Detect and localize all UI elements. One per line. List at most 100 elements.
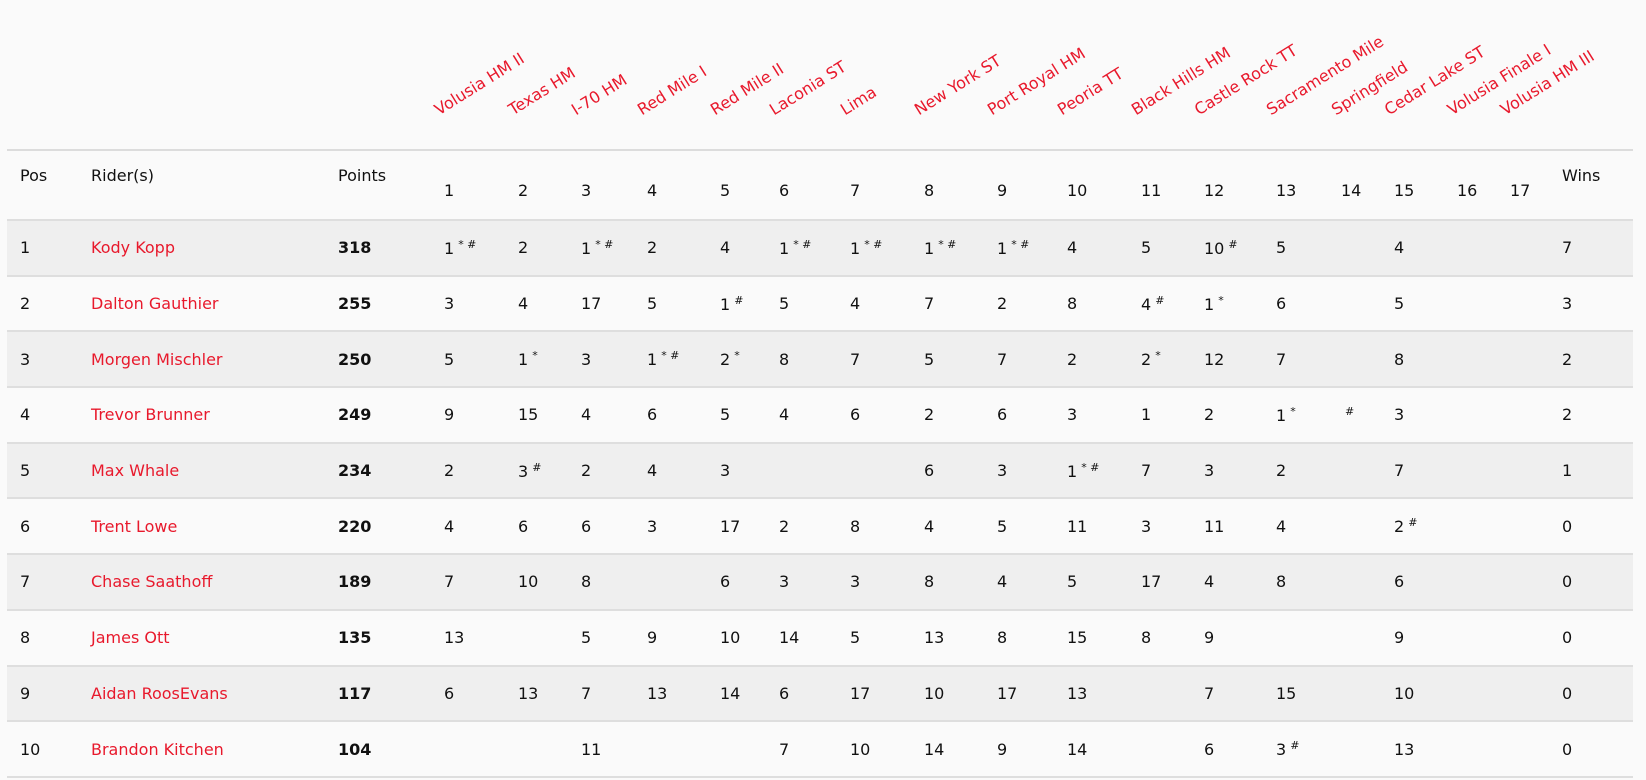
pos-cell: 3 bbox=[20, 349, 31, 369]
result-marks: * # bbox=[458, 237, 477, 251]
finish-position: 6 bbox=[1204, 739, 1215, 759]
header-round: 1 bbox=[444, 181, 455, 200]
result-cell: 2 * bbox=[707, 331, 766, 387]
result-cell bbox=[1328, 276, 1381, 332]
result-cell: 3 bbox=[1054, 387, 1128, 443]
result-cell bbox=[766, 443, 837, 499]
finish-position: 10 bbox=[518, 572, 539, 592]
result-cell: 1 * # bbox=[431, 220, 505, 276]
finish-position: 2 bbox=[518, 238, 529, 258]
result-cell: 5 bbox=[634, 276, 707, 332]
result-cell: 7 bbox=[911, 276, 984, 332]
result-marks: * # bbox=[864, 237, 883, 251]
finish-position: 6 bbox=[720, 572, 731, 592]
result-cell: 6 bbox=[568, 498, 634, 554]
result-cell bbox=[1444, 220, 1497, 276]
finish-position: 2 bbox=[1067, 349, 1078, 369]
finish-position: 13 bbox=[518, 683, 539, 703]
finish-position: 7 bbox=[1204, 683, 1215, 703]
finish-position: 1 bbox=[581, 238, 592, 258]
result-cell: 9 bbox=[984, 721, 1054, 777]
finish-position: 5 bbox=[1067, 572, 1078, 592]
finish-position: 15 bbox=[1067, 628, 1088, 648]
points-cell: 117 bbox=[338, 683, 372, 703]
finish-position: 2 bbox=[924, 405, 935, 425]
finish-position: 7 bbox=[924, 294, 935, 314]
header-wins: Wins bbox=[1562, 166, 1601, 185]
rider-link[interactable]: Brandon Kitchen bbox=[91, 739, 224, 759]
result-cell: 2 # bbox=[1381, 498, 1444, 554]
rider-link[interactable]: Chase Saathoff bbox=[91, 572, 213, 592]
finish-position: 2 bbox=[444, 461, 455, 481]
finish-position: 3 bbox=[647, 516, 658, 536]
result-marks: # bbox=[1228, 237, 1238, 251]
finish-position: 11 bbox=[1204, 516, 1225, 536]
result-cell bbox=[1444, 276, 1497, 332]
result-cell: 2 * bbox=[1128, 331, 1191, 387]
result-marks: * bbox=[532, 349, 538, 363]
finish-position: 7 bbox=[850, 349, 861, 369]
finish-position: 8 bbox=[1067, 294, 1078, 314]
finish-position: 7 bbox=[444, 572, 455, 592]
table-row: 2 Dalton Gauthier 255 3 4 17 5 1 #5 4 7 2 8 4 #1 * 6 5 3 bbox=[7, 275, 1633, 332]
result-cell: 8 bbox=[837, 498, 911, 554]
result-cell: 8 bbox=[766, 331, 837, 387]
finish-position: 13 bbox=[1067, 683, 1088, 703]
result-cell: 1 # bbox=[707, 276, 766, 332]
result-cell bbox=[1128, 721, 1191, 777]
rider-link[interactable]: Dalton Gauthier bbox=[91, 294, 219, 314]
result-cell: 9 bbox=[1191, 610, 1263, 666]
result-cell: 11 bbox=[1054, 498, 1128, 554]
result-marks: * # bbox=[938, 237, 957, 251]
finish-position: 3 bbox=[1394, 405, 1405, 425]
result-cell bbox=[1497, 443, 1549, 499]
race-link[interactable]: Red Mile I bbox=[633, 61, 711, 119]
result-cell bbox=[505, 610, 568, 666]
rider-link[interactable]: Trevor Brunner bbox=[91, 405, 210, 425]
rider-cell: Morgen Mischler bbox=[78, 331, 325, 387]
finish-position: 4 bbox=[1394, 238, 1405, 258]
result-cell bbox=[1444, 554, 1497, 610]
result-cell: 4 bbox=[1263, 498, 1328, 554]
rider-link[interactable]: Aidan RoosEvans bbox=[91, 683, 228, 703]
rider-link[interactable]: Max Whale bbox=[91, 461, 180, 481]
result-cell: 3 bbox=[568, 331, 634, 387]
rider-link[interactable]: Trent Lowe bbox=[91, 516, 178, 536]
header-round: 9 bbox=[997, 181, 1008, 200]
result-cell: 1 * bbox=[1263, 387, 1328, 443]
header-points: Points bbox=[338, 166, 387, 185]
result-cell: 2 bbox=[984, 276, 1054, 332]
result-cell: 14 bbox=[707, 666, 766, 722]
result-cell: 8 bbox=[984, 610, 1054, 666]
result-cell: 4 bbox=[911, 498, 984, 554]
result-cell: 7 bbox=[1191, 666, 1263, 722]
result-cell bbox=[1263, 610, 1328, 666]
finish-position: 1 bbox=[850, 238, 861, 258]
rider-link[interactable]: James Ott bbox=[91, 628, 170, 648]
result-marks: * # bbox=[793, 237, 812, 251]
table-row: 3 Morgen Mischler 250 5 1 * 3 1 * #2 * 8 7 5 7 2 2 * 12 7 8… bbox=[7, 331, 1633, 388]
finish-position: 4 bbox=[997, 572, 1008, 592]
result-marks: * bbox=[1155, 349, 1161, 363]
rider-link[interactable]: Morgen Mischler bbox=[91, 349, 223, 369]
header-pos: Pos bbox=[20, 166, 48, 185]
finish-position: 4 bbox=[1204, 572, 1215, 592]
table-row: 5 Max Whale 234 2 3 #2 4 3 6 3 1 * #7 3 2 7 1 bbox=[7, 442, 1633, 499]
finish-position: 5 bbox=[1141, 238, 1152, 258]
header-round: 13 bbox=[1276, 181, 1297, 200]
header-round: 7 bbox=[850, 181, 861, 200]
finish-position: 10 bbox=[1204, 238, 1225, 258]
result-cell: 13 bbox=[911, 610, 984, 666]
result-cell bbox=[431, 721, 505, 777]
result-cell bbox=[1328, 721, 1381, 777]
points-cell: 104 bbox=[338, 739, 372, 759]
wins-cell: 3 bbox=[1562, 294, 1573, 314]
result-cell: 6 bbox=[1263, 276, 1328, 332]
wins-cell: 0 bbox=[1562, 572, 1573, 592]
race-link[interactable]: Lima bbox=[836, 82, 880, 119]
result-cell: 3 bbox=[984, 443, 1054, 499]
rider-link[interactable]: Kody Kopp bbox=[91, 238, 175, 258]
finish-position: 10 bbox=[1394, 683, 1415, 703]
finish-position: 11 bbox=[581, 739, 602, 759]
result-cell: 1 * # bbox=[766, 220, 837, 276]
